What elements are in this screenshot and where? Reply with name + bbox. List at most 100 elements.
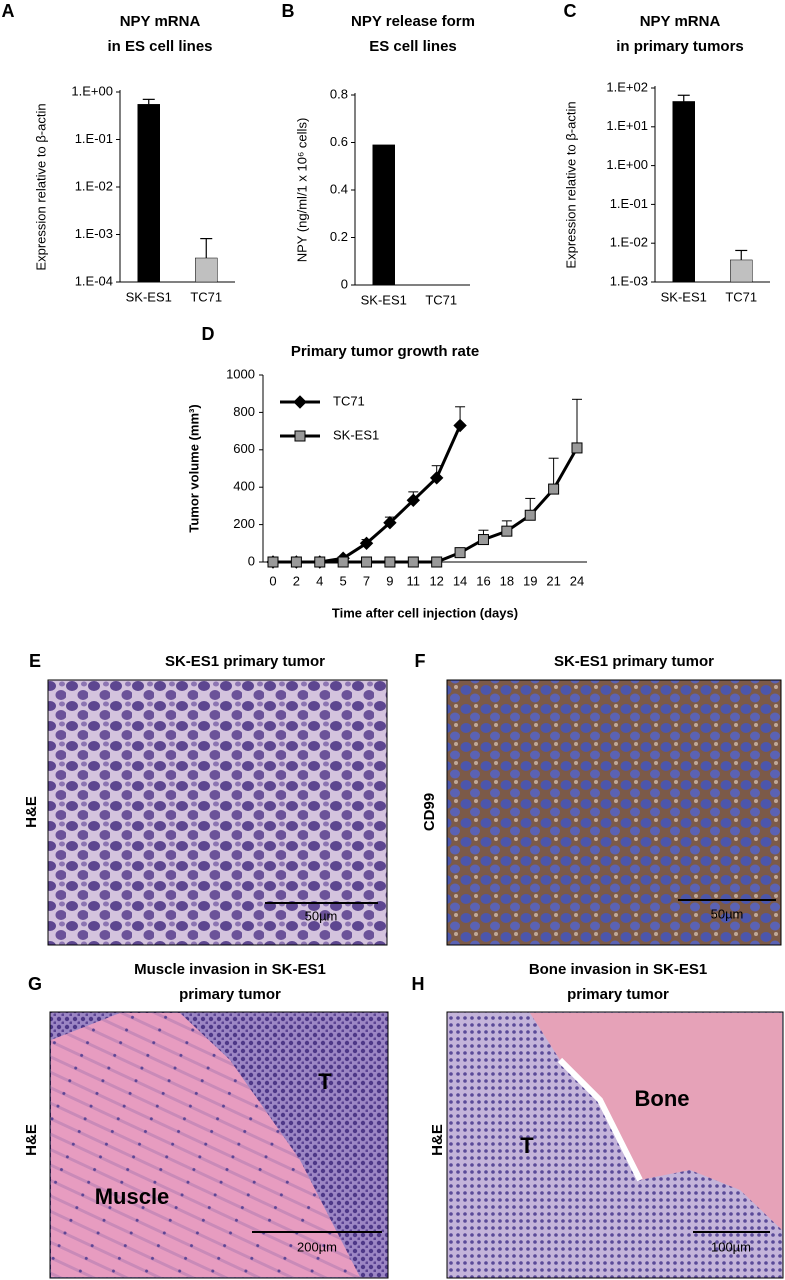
legend-label: TC71 [333,393,365,408]
marker [314,556,326,568]
bar [137,104,160,283]
x-tick-label: 12 [429,573,443,588]
chart-title: NPY release form [351,13,475,30]
annotation: T [318,1069,332,1094]
y-tick-label: 0.8 [330,86,348,101]
panel-title: SK-ES1 primary tumor [554,653,714,670]
scale-label: 50µm [305,908,338,923]
marker [524,509,536,521]
x-tick-label: 21 [546,573,560,588]
x-tick-label: 18 [500,573,514,588]
histology-image [47,679,388,946]
scale-label: 50µm [711,906,744,921]
x-tick-label: 24 [570,573,584,588]
y-tick-label: 600 [233,441,255,456]
marker [429,471,444,485]
y-tick-label: 0.6 [330,134,348,149]
stain-label: CD99 [421,793,438,831]
y-tick-label: 1.E+01 [606,118,648,133]
bone-edge [557,1057,643,1182]
chart-title: NPY mRNA [640,13,721,30]
stain-label: H&E [429,1124,446,1156]
muscle-region [51,1013,360,1277]
legend-marker [293,395,307,409]
panel-letter: D [202,324,215,344]
chart-title: ES cell lines [369,38,457,55]
bar [730,259,753,283]
y-tick-label: 1.E+00 [71,83,113,98]
annotation: Bone [635,1086,690,1111]
marker [453,418,467,433]
marker [361,556,373,568]
marker [407,556,419,568]
panel-title: SK-ES1 primary tumor [165,653,325,670]
marker [477,534,489,546]
y-tick-label: 400 [233,479,255,494]
panel-letter: G [28,974,42,994]
stain-label: H&E [23,1124,40,1156]
x-tick-label: 9 [386,573,393,588]
panel-title: primary tumor [567,986,669,1003]
panel-title: primary tumor [179,986,281,1003]
panel-title: Muscle invasion in SK-ES1 [134,961,326,978]
x-tick-label: 2 [293,573,300,588]
marker [337,556,349,568]
marker [406,493,421,507]
legend-marker [294,430,306,442]
series-line [273,447,579,564]
stain-label: H&E [23,796,40,828]
y-tick-label: 1.E-02 [75,178,113,193]
y-tick-label: 800 [233,404,255,419]
y-tick-label: 1.E-03 [610,273,648,288]
panel-letter: C [564,1,577,21]
bar [372,144,395,286]
marker [267,556,279,568]
y-tick-label: 0 [248,553,255,568]
y-axis-label: Expression relative to β-actin [563,101,578,268]
x-tick-label: 5 [340,573,347,588]
marker [548,483,560,495]
panel-letter: H [412,974,425,994]
x-tick-label: 11 [407,573,421,588]
marker [359,536,374,551]
y-tick-label: 0 [341,276,348,291]
x-tick-label: TC71 [425,292,457,307]
marker [571,442,583,454]
y-tick-label: 1000 [226,366,255,381]
chart-title: in primary tumors [616,38,744,55]
x-tick-label: 16 [476,573,490,588]
panel-e: E SK-ES1 primary tumor H&E 50µm [23,651,388,946]
x-tick-label: TC71 [190,289,222,304]
panel-letter: A [2,1,15,21]
y-tick-label: 200 [233,516,255,531]
panel-h: H Bone invasion in SK-ES1 primary tumor … [412,961,784,1279]
chart-title: Primary tumor growth rate [291,343,479,360]
annotation: T [520,1133,534,1158]
marker [454,547,466,559]
scale-label: 200µm [297,1239,337,1254]
x-tick-label: SK-ES1 [361,292,407,307]
panel-letter: E [29,651,41,671]
x-tick-label: TC71 [725,289,757,304]
y-axis-label: Tumor volume (mm³) [186,404,201,532]
y-tick-label: 1.E+02 [606,79,648,94]
panel-letter: F [415,651,426,671]
y-axis-label: Expression relative to β-actin [33,103,48,270]
legend-label: SK-ES1 [333,427,379,442]
y-tick-label: 1.E-01 [75,131,113,146]
x-axis-label: Time after cell injection (days) [332,605,518,620]
y-tick-label: 1.E-02 [610,235,648,250]
x-tick-label: 19 [523,573,537,588]
x-tick-label: 7 [363,573,370,588]
scale-label: 100µm [711,1239,751,1254]
panel-letter: B [282,1,295,21]
bone-region [530,1013,782,1230]
y-tick-label: 1.E+00 [606,157,648,172]
x-tick-label: 14 [453,573,467,588]
chart-title: NPY mRNA [120,13,201,30]
marker [290,556,302,568]
x-tick-label: 0 [269,573,276,588]
marker [431,556,443,568]
bar [195,257,218,283]
